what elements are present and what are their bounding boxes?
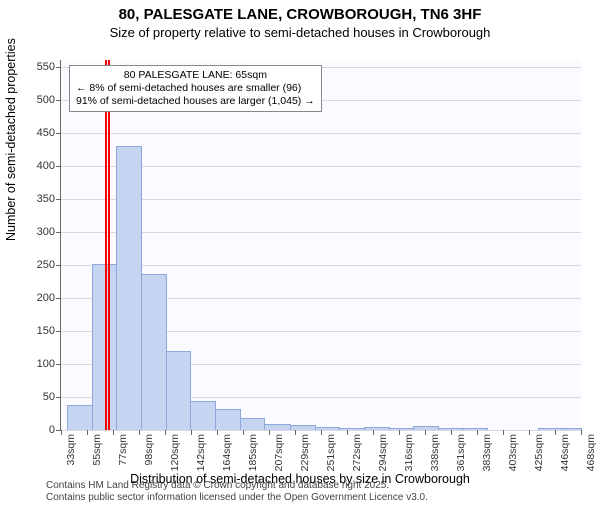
xtick-mark: [243, 430, 244, 435]
histogram-bar: [166, 351, 191, 430]
xtick-mark: [451, 430, 452, 435]
xtick-mark: [113, 430, 114, 435]
histogram-bar: [463, 428, 488, 430]
xtick-label: 403sqm: [507, 434, 519, 471]
page-subtitle: Size of property relative to semi-detach…: [0, 25, 600, 40]
xtick-label: 164sqm: [221, 434, 233, 471]
xtick-label: 120sqm: [169, 434, 181, 471]
ytick-label: 50: [43, 391, 61, 403]
ytick-label: 300: [37, 226, 61, 238]
xtick-label: 251sqm: [325, 434, 337, 471]
xtick-label: 446sqm: [559, 434, 571, 471]
ytick-label: 200: [37, 292, 61, 304]
xtick-mark: [529, 430, 530, 435]
ytick-label: 450: [37, 127, 61, 139]
xtick-mark: [347, 430, 348, 435]
xtick-mark: [217, 430, 218, 435]
footer-line: Contains HM Land Registry data © Crown c…: [46, 480, 428, 492]
footer-attribution: Contains HM Land Registry data © Crown c…: [46, 480, 428, 504]
xtick-mark: [581, 430, 582, 435]
y-axis-label: Number of semi-detached properties: [4, 38, 18, 241]
xtick-label: 229sqm: [299, 434, 311, 471]
histogram-bar: [141, 274, 167, 430]
xtick-mark: [295, 430, 296, 435]
xtick-mark: [139, 430, 140, 435]
histogram-bar: [413, 426, 439, 430]
xtick-label: 98sqm: [143, 434, 155, 466]
xtick-label: 294sqm: [377, 434, 389, 471]
annotation-box: 80 PALESGATE LANE: 65sqm ← 8% of semi-de…: [69, 65, 322, 112]
xtick-mark: [321, 430, 322, 435]
histogram-bar: [562, 428, 582, 430]
histogram-bar: [389, 428, 414, 430]
xtick-label: 77sqm: [117, 434, 129, 466]
ytick-label: 0: [49, 424, 61, 436]
ytick-label: 100: [37, 358, 61, 370]
xtick-mark: [555, 430, 556, 435]
ytick-label: 550: [37, 61, 61, 73]
ytick-label: 250: [37, 259, 61, 271]
xtick-mark: [61, 430, 62, 435]
xtick-mark: [373, 430, 374, 435]
xtick-label: 207sqm: [273, 434, 285, 471]
xtick-label: 468sqm: [585, 434, 597, 471]
histogram-bar: [240, 418, 265, 430]
xtick-label: 338sqm: [429, 434, 441, 471]
page-title: 80, PALESGATE LANE, CROWBOROUGH, TN6 3HF: [0, 6, 600, 23]
histogram-bar: [364, 427, 390, 430]
xtick-label: 33sqm: [65, 434, 77, 466]
histogram-bar: [339, 428, 365, 430]
histogram-bar: [67, 405, 93, 430]
xtick-mark: [191, 430, 192, 435]
xtick-label: 316sqm: [403, 434, 415, 471]
annotation-line: ← 8% of semi-detached houses are smaller…: [76, 82, 315, 95]
histogram-bar: [215, 409, 241, 430]
gridline: [61, 133, 581, 134]
ytick-label: 150: [37, 325, 61, 337]
xtick-mark: [399, 430, 400, 435]
xtick-label: 55sqm: [91, 434, 103, 466]
xtick-label: 272sqm: [351, 434, 363, 471]
ytick-label: 350: [37, 193, 61, 205]
xtick-label: 425sqm: [533, 434, 545, 471]
histogram-bar: [315, 427, 340, 430]
xtick-label: 361sqm: [455, 434, 467, 471]
xtick-label: 142sqm: [195, 434, 207, 471]
ytick-label: 400: [37, 160, 61, 172]
xtick-mark: [503, 430, 504, 435]
annotation-line: 80 PALESGATE LANE: 65sqm: [76, 69, 315, 82]
xtick-mark: [269, 430, 270, 435]
annotation-line: 91% of semi-detached houses are larger (…: [76, 95, 315, 108]
ytick-label: 500: [37, 94, 61, 106]
histogram-bar: [116, 146, 142, 430]
histogram-bar: [290, 425, 316, 430]
xtick-mark: [477, 430, 478, 435]
marker-line: [108, 60, 110, 430]
xtick-label: 185sqm: [247, 434, 259, 471]
xtick-label: 383sqm: [481, 434, 493, 471]
xtick-mark: [165, 430, 166, 435]
histogram-bar: [190, 401, 216, 430]
histogram-bar: [538, 428, 563, 430]
xtick-mark: [87, 430, 88, 435]
histogram-chart: 050100150200250300350400450500550 33sqm5…: [60, 60, 581, 431]
footer-line: Contains public sector information licen…: [46, 492, 428, 504]
xtick-mark: [425, 430, 426, 435]
marker-line: [105, 60, 107, 430]
